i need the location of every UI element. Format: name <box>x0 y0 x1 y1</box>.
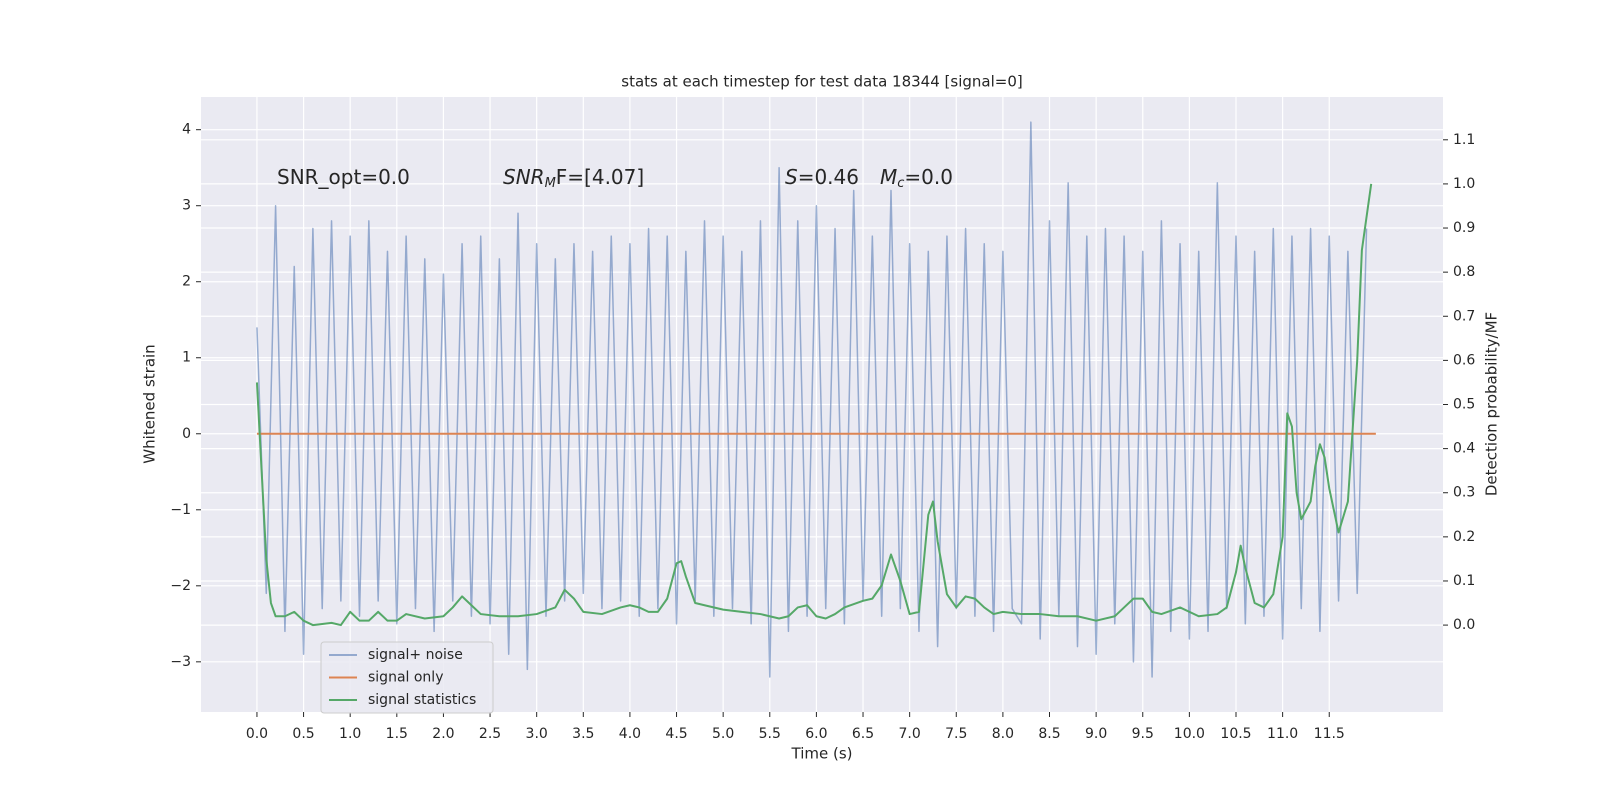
x-tick-label: 8.0 <box>992 726 1014 742</box>
y2-tick-label: 0.6 <box>1453 352 1475 368</box>
x-tick-label: 8.5 <box>1038 726 1060 742</box>
annotation-part: M <box>880 165 897 189</box>
x-tick-label: 5.0 <box>712 726 734 742</box>
y2-tick-label: 0.5 <box>1453 397 1475 413</box>
y-tick-label: 3 <box>182 198 191 214</box>
annotation: Mc=0.0 <box>880 165 953 191</box>
annotation: S=0.46 <box>785 165 859 189</box>
y2-tick-label: 0.1 <box>1453 573 1475 589</box>
y-tick-label: 2 <box>182 274 191 290</box>
y2-tick-label: 1.0 <box>1453 176 1475 192</box>
y2-tick-label: 0.4 <box>1453 441 1475 457</box>
y2-axis-label: Detection probability/MF <box>1483 312 1501 496</box>
annotation: SNR_opt=0.0 <box>277 165 410 189</box>
x-tick-label: 2.0 <box>432 726 454 742</box>
x-tick-label: 4.5 <box>665 726 687 742</box>
annotation-part: SNR <box>503 165 545 189</box>
y2-tick-label: 0.2 <box>1453 529 1475 545</box>
y-axis-label: Whitened strain <box>141 344 159 463</box>
annotation-part: c <box>897 176 904 191</box>
x-tick-label: 6.0 <box>805 726 827 742</box>
y-tick-label: −3 <box>170 654 191 670</box>
x-tick-label: 6.5 <box>852 726 874 742</box>
x-tick-label: 9.0 <box>1085 726 1107 742</box>
x-tick-label: 1.0 <box>339 726 361 742</box>
y2-tick-label: 0.8 <box>1453 264 1475 280</box>
x-tick-label: 2.5 <box>479 726 501 742</box>
y2-tick-label: 0.9 <box>1453 220 1475 236</box>
annotation-part: S <box>785 165 798 189</box>
y-tick-label: −1 <box>170 502 191 518</box>
x-tick-label: 9.5 <box>1132 726 1154 742</box>
annotation: SNRMF=[4.07] <box>503 165 644 191</box>
x-axis-label: Time (s) <box>791 745 853 763</box>
y-tick-label: 1 <box>182 350 191 366</box>
y-tick-label: −2 <box>170 578 191 594</box>
x-tick-label: 0.0 <box>246 726 268 742</box>
x-tick-label: 10.5 <box>1220 726 1251 742</box>
x-tick-label: 0.5 <box>292 726 314 742</box>
x-tick-label: 10.0 <box>1174 726 1205 742</box>
series-line <box>255 183 1373 627</box>
series-line <box>256 121 1368 678</box>
x-tick-label: 11.0 <box>1267 726 1298 742</box>
x-tick-label: 4.0 <box>619 726 641 742</box>
annotation-part: SNR_opt=0.0 <box>277 165 410 189</box>
x-tick-label: 7.5 <box>945 726 967 742</box>
x-tick-label: 11.5 <box>1314 726 1345 742</box>
annotation-part: M <box>545 176 556 191</box>
annotation-part: =0.0 <box>904 165 953 189</box>
legend-label: signal+ noise <box>368 647 463 663</box>
marks <box>255 121 1376 678</box>
legend-box <box>320 641 494 714</box>
y2-tick-label: 0.0 <box>1453 617 1475 633</box>
annotation-part: =0.46 <box>798 165 859 189</box>
annotation-part: F=[4.07] <box>556 165 644 189</box>
x-tick-label: 1.5 <box>386 726 408 742</box>
legend-label: signal only <box>368 670 443 686</box>
y-tick-label: 0 <box>182 426 191 442</box>
legend-label: signal statistics <box>368 692 476 708</box>
y2-tick-label: 1.1 <box>1453 132 1475 148</box>
chart-title: stats at each timestep for test data 183… <box>621 73 1022 91</box>
y-tick-label: 4 <box>182 122 191 138</box>
x-tick-label: 7.0 <box>899 726 921 742</box>
y2-tick-label: 0.3 <box>1453 485 1475 501</box>
x-tick-label: 5.5 <box>759 726 781 742</box>
x-tick-label: 3.5 <box>572 726 594 742</box>
y2-tick-label: 0.7 <box>1453 308 1475 324</box>
x-tick-label: 3.0 <box>526 726 548 742</box>
